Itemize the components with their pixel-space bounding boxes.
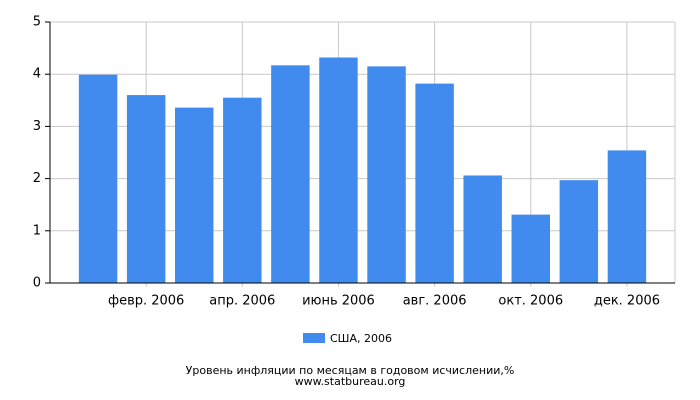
chart-source: www.statbureau.org: [295, 375, 406, 388]
legend-label: США, 2006: [330, 332, 392, 345]
x-tick-label: окт. 2006: [498, 294, 563, 309]
x-tick-label: февр. 2006: [108, 294, 184, 309]
x-tick-label: июнь 2006: [302, 294, 375, 309]
x-tick-label: авг. 2006: [403, 294, 467, 309]
bar: [175, 107, 214, 283]
y-tick-label: 3: [33, 119, 41, 134]
bar: [367, 66, 406, 284]
bar: [78, 74, 118, 283]
y-tick-label: 0: [33, 276, 41, 291]
y-tick-label: 5: [33, 15, 41, 30]
y-tick-label: 1: [33, 223, 41, 238]
bar: [319, 57, 358, 283]
bar: [271, 65, 310, 284]
y-tick-label: 2: [33, 171, 41, 186]
bar: [607, 150, 647, 283]
legend-swatch: [303, 333, 325, 343]
bar: [511, 214, 550, 283]
x-tick-label: дек. 2006: [594, 294, 660, 309]
bar: [559, 180, 599, 283]
bar: [415, 83, 454, 283]
y-tick-label: 4: [33, 67, 41, 82]
bar: [223, 97, 262, 283]
x-tick-label: апр. 2006: [209, 294, 275, 309]
bar: [126, 95, 166, 283]
chart-title: Уровень инфляции по месяцам в годовом ис…: [186, 364, 515, 377]
bar: [463, 175, 502, 283]
